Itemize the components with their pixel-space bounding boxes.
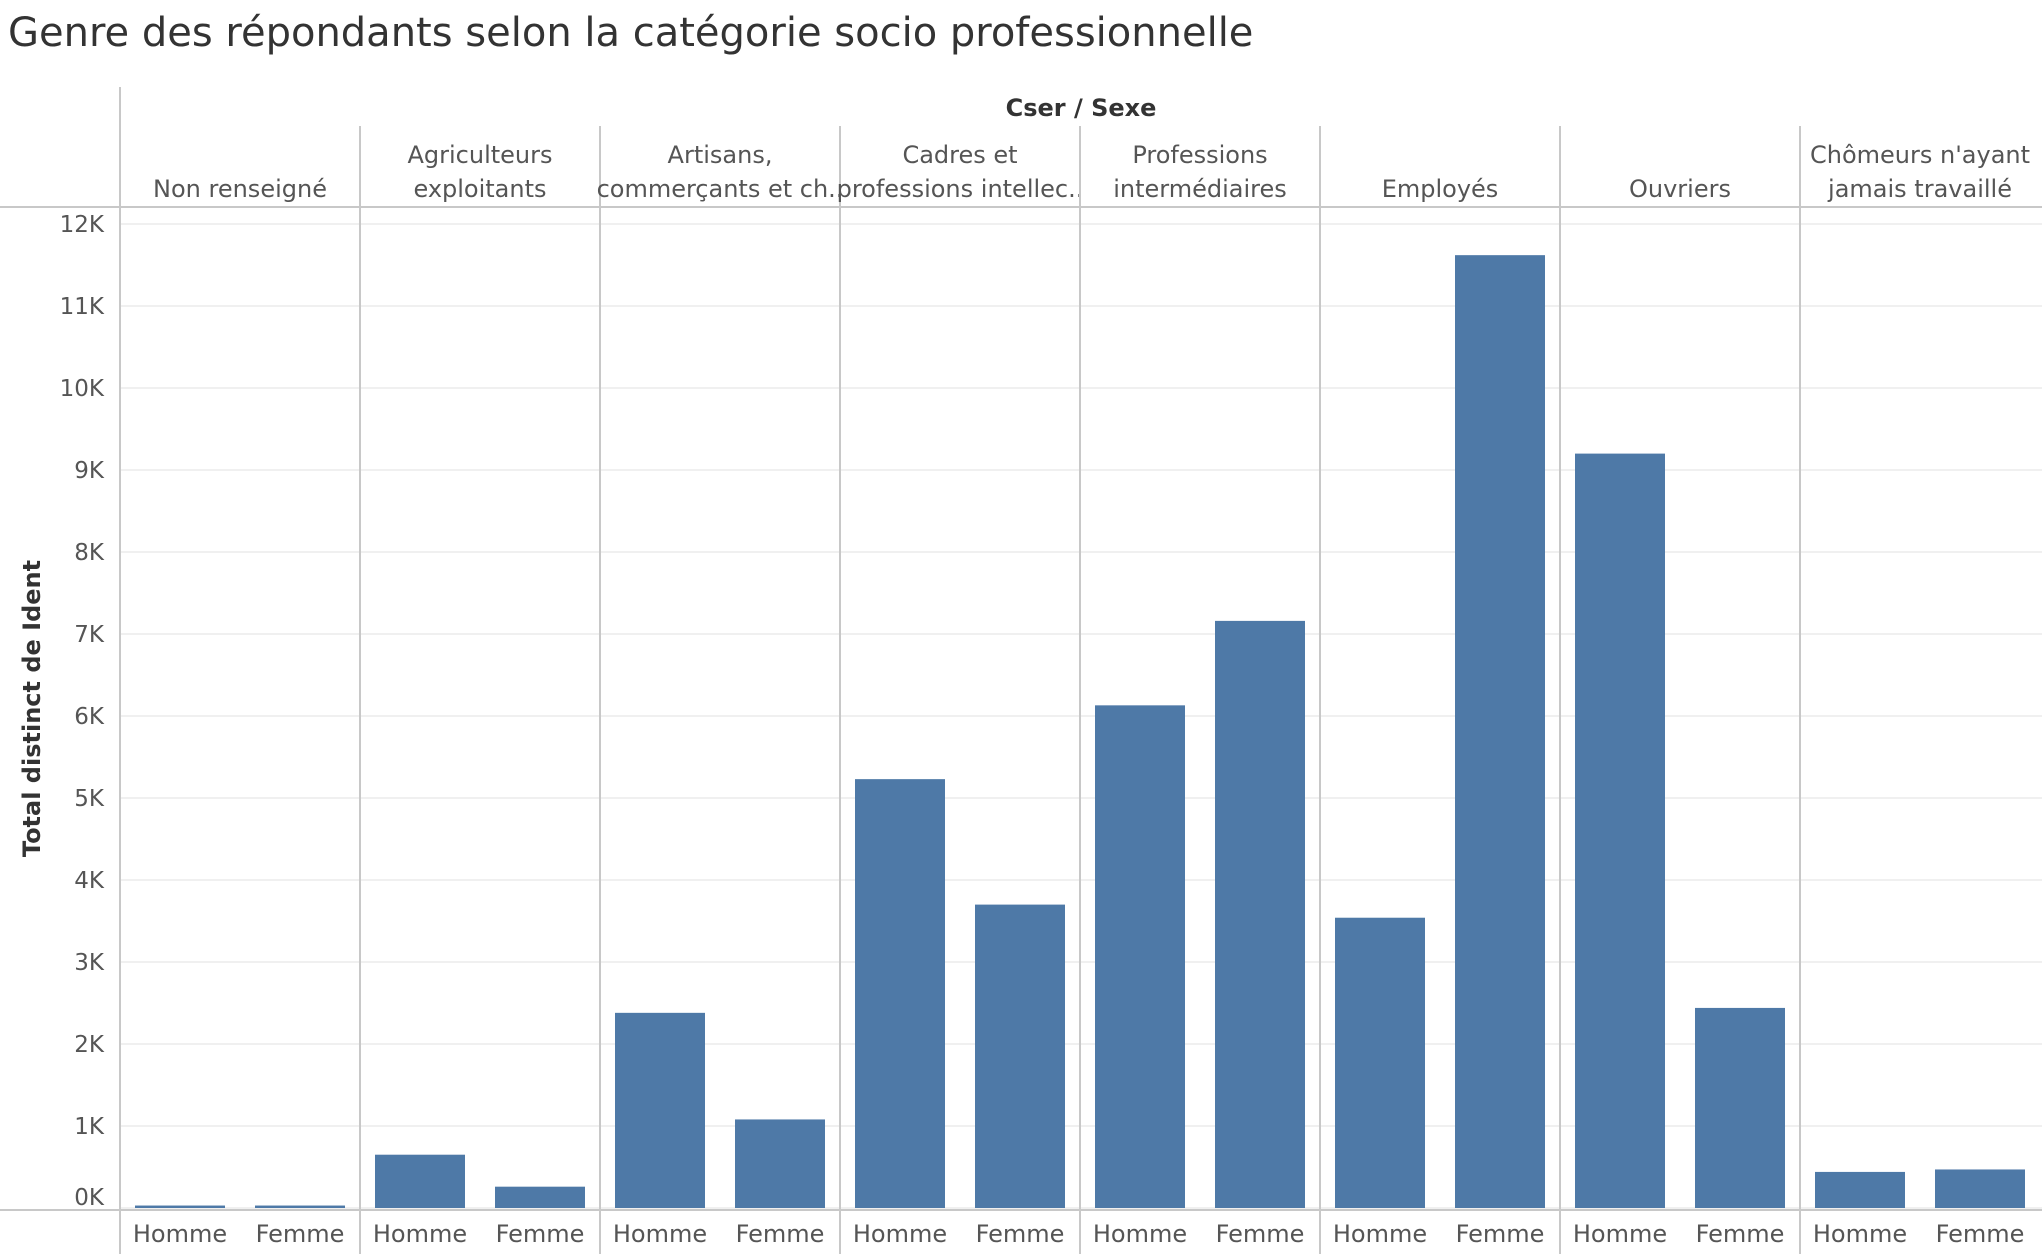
x-tick-label: Femme xyxy=(1216,1220,1305,1248)
y-tick-label: 0K xyxy=(74,1185,105,1211)
group-header-label: Employés xyxy=(1382,175,1499,203)
x-tick-label: Homme xyxy=(1813,1220,1907,1248)
bar-homme[interactable] xyxy=(1335,917,1425,1208)
y-tick-label: 2K xyxy=(74,1032,105,1058)
y-tick-label: 12K xyxy=(60,212,105,238)
x-tick-label: Homme xyxy=(853,1220,947,1248)
column-header-label: Cser / Sexe xyxy=(1006,94,1157,122)
bar-femme[interactable] xyxy=(255,1205,345,1208)
y-tick-label: 8K xyxy=(74,540,105,566)
bar-homme[interactable] xyxy=(135,1205,225,1208)
y-tick-label: 4K xyxy=(74,868,105,894)
group-header-label: Non renseigné xyxy=(153,175,327,203)
x-tick-label: Homme xyxy=(133,1220,227,1248)
group-header-label: Agriculteurs xyxy=(407,141,552,169)
x-tick-label: Femme xyxy=(1696,1220,1785,1248)
bar-homme[interactable] xyxy=(615,1012,705,1208)
bar-homme[interactable] xyxy=(855,779,945,1208)
group-header-label: intermédiaires xyxy=(1113,175,1287,203)
group-header-label: commerçants et ch.. xyxy=(597,175,844,203)
group-header-label: jamais travaillé xyxy=(1827,175,2012,203)
x-tick-label: Homme xyxy=(1093,1220,1187,1248)
bar-femme[interactable] xyxy=(495,1186,585,1208)
y-tick-label: 10K xyxy=(60,376,105,402)
group-header-label: professions intellec.. xyxy=(837,175,1084,203)
bar-homme[interactable] xyxy=(1575,453,1665,1209)
bar-femme[interactable] xyxy=(1455,255,1545,1208)
y-axis-title: Total distinct de Ident xyxy=(18,560,46,857)
group-header-label: Cadres et xyxy=(902,141,1017,169)
group-header-label: Chômeurs n'ayant xyxy=(1810,141,2030,169)
group-header-label: exploitants xyxy=(413,175,546,203)
x-tick-label: Homme xyxy=(1333,1220,1427,1248)
bar-homme[interactable] xyxy=(1095,705,1185,1208)
x-tick-label: Homme xyxy=(1573,1220,1667,1248)
bar-femme[interactable] xyxy=(1935,1169,2025,1208)
group-header-label: Artisans, xyxy=(668,141,773,169)
x-tick-label: Homme xyxy=(373,1220,467,1248)
x-tick-label: Femme xyxy=(736,1220,825,1248)
y-tick-label: 9K xyxy=(74,458,105,484)
y-tick-label: 6K xyxy=(74,704,105,730)
bar-femme[interactable] xyxy=(1215,620,1305,1208)
y-tick-label: 3K xyxy=(74,950,105,976)
bar-femme[interactable] xyxy=(1695,1007,1785,1208)
bar-femme[interactable] xyxy=(975,904,1065,1208)
bar-homme[interactable] xyxy=(375,1154,465,1208)
x-tick-label: Femme xyxy=(256,1220,345,1248)
y-tick-label: 7K xyxy=(74,622,105,648)
x-tick-label: Femme xyxy=(1456,1220,1545,1248)
group-header-label: Ouvriers xyxy=(1629,175,1731,203)
y-tick-label: 11K xyxy=(60,294,105,320)
x-tick-label: Femme xyxy=(976,1220,1065,1248)
x-tick-label: Femme xyxy=(496,1220,585,1248)
x-tick-label: Homme xyxy=(613,1220,707,1248)
y-tick-label: 5K xyxy=(74,786,105,812)
group-header-label: Professions xyxy=(1132,141,1267,169)
y-tick-label: 1K xyxy=(74,1114,105,1140)
bar-femme[interactable] xyxy=(735,1119,825,1208)
x-tick-label: Femme xyxy=(1936,1220,2025,1248)
bar-homme[interactable] xyxy=(1815,1171,1905,1208)
chart-title: Genre des répondants selon la catégorie … xyxy=(8,10,1254,56)
